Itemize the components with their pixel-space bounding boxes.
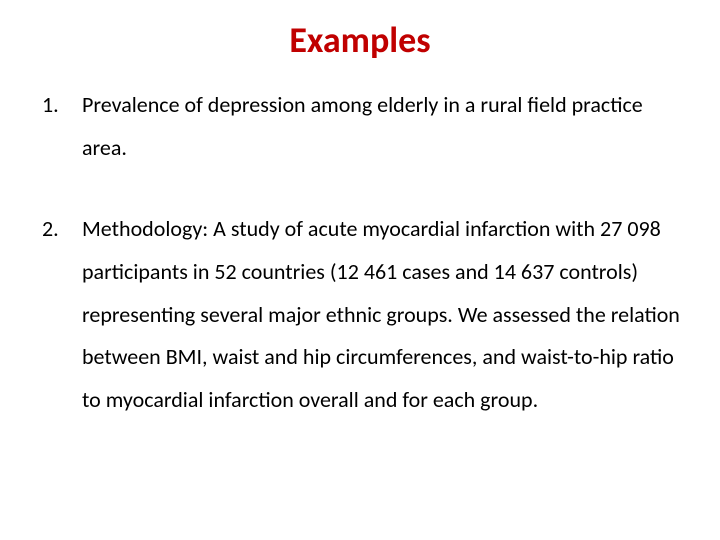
list-item-text: Prevalence of depression among elderly i… — [82, 91, 643, 161]
examples-list: Prevalence of depression among elderly i… — [28, 84, 692, 422]
list-item: Methodology: A study of acute myocardial… — [52, 208, 692, 422]
list-item-text: Methodology: A study of acute myocardial… — [82, 215, 680, 414]
slide-title: Examples — [28, 18, 692, 62]
list-item: Prevalence of depression among elderly i… — [52, 84, 692, 170]
